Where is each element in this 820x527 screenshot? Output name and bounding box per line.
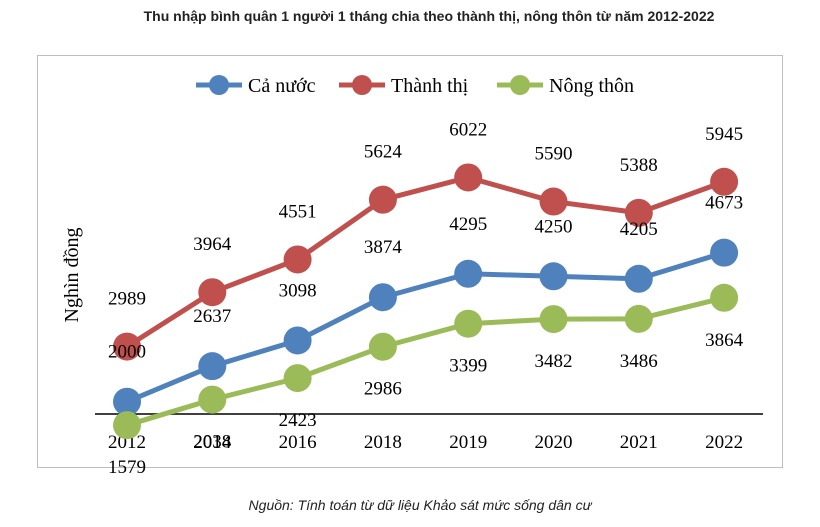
data-label: 6022 [449, 119, 487, 140]
data-labels: 2000 2637 3098 3874 4295 4250 4205 4673 2989 3964… [108, 119, 744, 478]
data-point [368, 283, 397, 312]
series-line [126, 295, 725, 428]
data-label: 2423 [279, 410, 317, 431]
data-label: 2986 [364, 379, 402, 400]
legend-label: Nông thôn [549, 75, 634, 97]
data-point [539, 187, 568, 216]
data-label: 5388 [620, 155, 658, 176]
data-point [368, 185, 397, 214]
series-line [125, 174, 725, 349]
data-label: 3399 [449, 356, 487, 377]
data-label: 2637 [193, 306, 231, 327]
x-tick-label: 2016 [279, 432, 317, 453]
chart-title: Thu nhập bình quân 1 người 1 tháng chia … [143, 8, 715, 24]
series-line [126, 250, 725, 405]
data-point [454, 259, 483, 288]
x-tick-label: 2021 [620, 432, 658, 453]
data-point [710, 238, 739, 267]
data-point [710, 283, 739, 312]
data-label: 3486 [620, 351, 658, 372]
data-label: 3874 [364, 237, 403, 258]
data-label: 5624 [364, 142, 403, 163]
data-point [368, 332, 397, 361]
data-label: 4295 [449, 214, 487, 235]
data-label: 2989 [108, 289, 146, 310]
legend-marker [510, 75, 530, 95]
data-point [198, 278, 227, 307]
data-point [624, 198, 653, 227]
data-point [454, 309, 483, 338]
legend-label: Cả nước [248, 75, 316, 97]
data-point [113, 387, 141, 416]
data-label: 3482 [535, 351, 573, 372]
data-label: 1579 [108, 457, 146, 478]
x-tick-label: 2014 [193, 432, 232, 453]
source-note: Nguồn: Tính toán từ dữ liệu Khảo sát mức… [248, 497, 592, 513]
data-point [113, 332, 141, 361]
data-label: 5590 [535, 144, 573, 165]
data-label: 4250 [535, 216, 573, 237]
data-point [539, 305, 568, 334]
x-tick-label: 2022 [705, 432, 743, 453]
data-point [113, 411, 141, 440]
chart-frame [37, 55, 783, 468]
x-tick-label: 2018 [364, 432, 402, 453]
data-label: 4673 [705, 193, 743, 214]
x-tick-label: 2020 [535, 432, 573, 453]
data-label: 2000 [108, 342, 146, 363]
y-axis-label: Nghìn đồng [61, 228, 83, 323]
data-label: 3098 [279, 280, 317, 301]
x-tick-label: 2012 [108, 432, 146, 453]
data-point [283, 326, 312, 355]
legend-marker [209, 75, 229, 95]
data-label: 2038 [193, 432, 231, 453]
series-layer [113, 163, 739, 440]
data-label: 4551 [279, 201, 317, 222]
data-label: 5945 [705, 124, 743, 145]
x-tick-labels: 2012 2014 2016 2018 2019 2020 2021 2022 [108, 432, 743, 453]
legend-marker [352, 75, 372, 95]
data-point [454, 163, 483, 192]
x-tick-label: 2019 [449, 432, 487, 453]
data-label: 3964 [193, 234, 232, 255]
data-label: 4205 [620, 219, 658, 240]
data-point [624, 264, 653, 293]
data-point [283, 245, 312, 274]
legend: Cả nước Thành thị Nông thôn [196, 75, 634, 97]
legend-label: Thành thị [391, 75, 469, 97]
data-point [539, 262, 568, 291]
data-point [624, 304, 653, 333]
data-point [198, 385, 227, 414]
data-point [710, 167, 739, 196]
data-point [198, 352, 227, 381]
data-label: 3864 [705, 330, 744, 351]
data-point [283, 364, 312, 393]
